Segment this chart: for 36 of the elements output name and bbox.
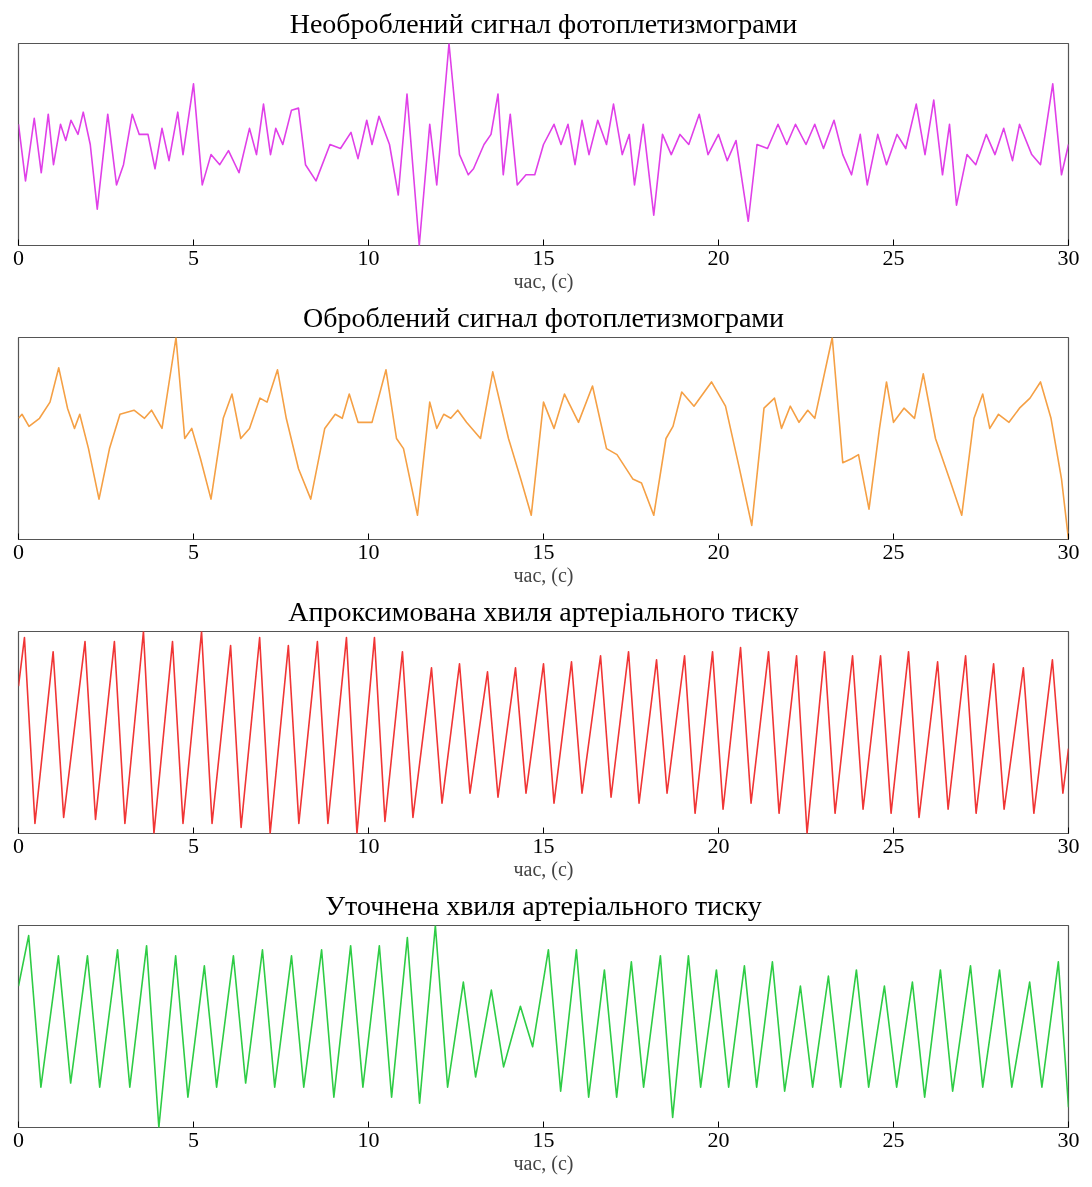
x-tick-label: 15 [532,832,555,858]
x-tick-label: 15 [532,538,555,564]
chart-title: Уточнена хвиля артеріального тиску [325,889,762,921]
x-axis-title: час, (с) [513,857,574,881]
x-axis-title: час, (с) [513,269,574,293]
x-tick-label: 30 [1057,1126,1080,1152]
chart-title: Оброблений сигнал фотоплетизмограми [302,301,785,333]
x-tick-label: 10 [357,1126,380,1152]
x-tick-label: 30 [1057,538,1080,564]
x-tick-label: 20 [707,244,730,270]
x-tick-label: 5 [188,244,199,270]
x-tick-label: 15 [532,244,555,270]
x-tick-label: 5 [188,832,199,858]
x-tick-label: 20 [707,832,730,858]
x-tick-label: 20 [707,538,730,564]
x-tick-label: 15 [532,1126,555,1152]
x-tick-label: 0 [13,1126,24,1152]
x-tick-label: 0 [13,538,24,564]
x-tick-label: 0 [13,832,24,858]
x-tick-label: 5 [188,538,199,564]
x-tick-label: 25 [882,538,905,564]
x-tick-label: 10 [357,538,380,564]
x-tick-label: 20 [707,1126,730,1152]
x-tick-label: 30 [1057,832,1080,858]
x-axis-title: час, (с) [513,563,574,587]
chart-title: Апроксимована хвиля артеріального тиску [288,595,799,627]
x-tick-label: 10 [357,832,380,858]
x-tick-label: 25 [882,244,905,270]
x-tick-label: 30 [1057,244,1080,270]
x-tick-label: 25 [882,1126,905,1152]
x-tick-label: 10 [357,244,380,270]
x-tick-label: 0 [13,244,24,270]
x-tick-label: 5 [188,1126,199,1152]
x-axis-title: час, (с) [513,1151,574,1175]
chart-title: Необроблений сигнал фотоплетизмограми [289,7,798,39]
x-tick-label: 25 [882,832,905,858]
